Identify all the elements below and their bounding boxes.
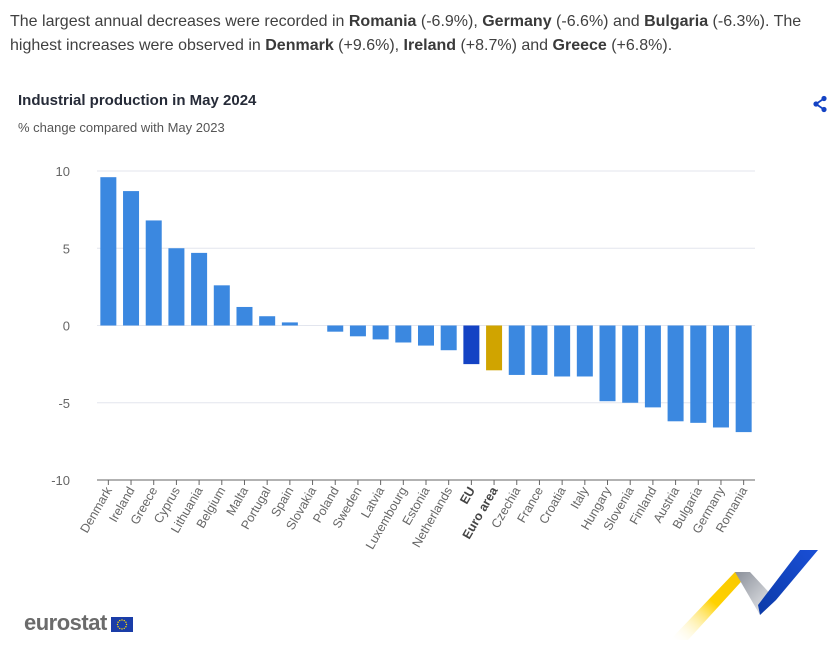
intro-text: (+8.7%) and	[456, 37, 553, 54]
intro-text: (+9.6%),	[333, 37, 404, 54]
bar-spain[interactable]	[281, 322, 298, 326]
bar-italy[interactable]	[576, 325, 593, 377]
chart-subtitle: % change compared with May 2023	[18, 120, 225, 135]
eurostat-logo-text: eurostat	[24, 610, 107, 635]
eurostat-logo: eurostat	[24, 610, 133, 636]
intro-highlight-country: Ireland	[403, 37, 457, 54]
bar-euro-area[interactable]	[486, 325, 503, 371]
bar-malta[interactable]	[236, 306, 253, 326]
intro-text: (-6.9%),	[416, 13, 483, 30]
x-tick-label: EU	[457, 485, 478, 507]
eu-flag-icon	[110, 616, 133, 632]
bar-france[interactable]	[531, 325, 548, 375]
y-tick-label: -10	[51, 473, 70, 488]
intro-text: (-6.3%). The highest increases were obse…	[10, 13, 802, 54]
bar-bulgaria[interactable]	[690, 325, 707, 423]
y-tick-label: 10	[56, 164, 70, 179]
intro-text: (+6.8%).	[606, 37, 673, 54]
bar-austria[interactable]	[667, 325, 684, 422]
y-tick-label: -5	[58, 396, 70, 411]
intro-highlight-country: Denmark	[265, 37, 334, 54]
bar-latvia[interactable]	[372, 325, 389, 340]
intro-highlight-country: Greece	[552, 37, 607, 54]
y-tick-label: 0	[63, 319, 70, 334]
bar-finland[interactable]	[644, 325, 661, 408]
bars	[100, 177, 752, 433]
intro-text: (-6.6%) and	[551, 13, 645, 30]
intro-highlight-country: Bulgaria	[644, 13, 709, 30]
bar-chart: 10 5 0 -5 -10 DenmarkIrelandGreeceCyprusLith…	[51, 164, 755, 550]
x-axis	[97, 479, 755, 485]
intro-highlight-country: Romania	[348, 13, 417, 30]
bar-belgium[interactable]	[213, 285, 230, 326]
bar-eu[interactable]	[463, 325, 480, 365]
intro-paragraph: The largest annual decreases were record…	[10, 10, 825, 58]
bar-netherlands[interactable]	[440, 325, 457, 351]
bar-lithuania[interactable]	[191, 252, 208, 326]
eurostat-ribbon-decoration	[670, 550, 818, 640]
bar-croatia[interactable]	[554, 325, 571, 377]
bar-cyprus[interactable]	[168, 248, 185, 326]
share-icon[interactable]	[812, 95, 828, 113]
x-tick-label: Denmark	[77, 484, 115, 536]
bar-germany[interactable]	[712, 325, 729, 428]
bar-greece[interactable]	[145, 220, 162, 326]
bar-hungary[interactable]	[599, 325, 616, 402]
bar-sweden[interactable]	[349, 325, 366, 337]
bar-czechia[interactable]	[508, 325, 525, 375]
bar-estonia[interactable]	[418, 325, 434, 346]
bar-romania[interactable]	[735, 325, 752, 433]
intro-highlight-country: Germany	[482, 13, 552, 30]
bar-portugal[interactable]	[259, 316, 276, 326]
bar-luxembourg[interactable]	[395, 325, 412, 343]
y-axis-ticks: 10 5 0 -5 -10	[51, 164, 70, 488]
intro-text: The largest annual decreases were record…	[10, 13, 349, 30]
bar-denmark[interactable]	[100, 177, 117, 326]
bar-poland[interactable]	[327, 325, 344, 332]
chart-title: Industrial production in May 2024	[18, 92, 257, 109]
y-tick-label: 5	[63, 241, 70, 256]
x-axis-labels: DenmarkIrelandGreeceCyprusLithuaniaBelgi…	[77, 484, 750, 550]
bar-slovenia[interactable]	[622, 325, 639, 403]
bar-ireland[interactable]	[123, 191, 140, 326]
